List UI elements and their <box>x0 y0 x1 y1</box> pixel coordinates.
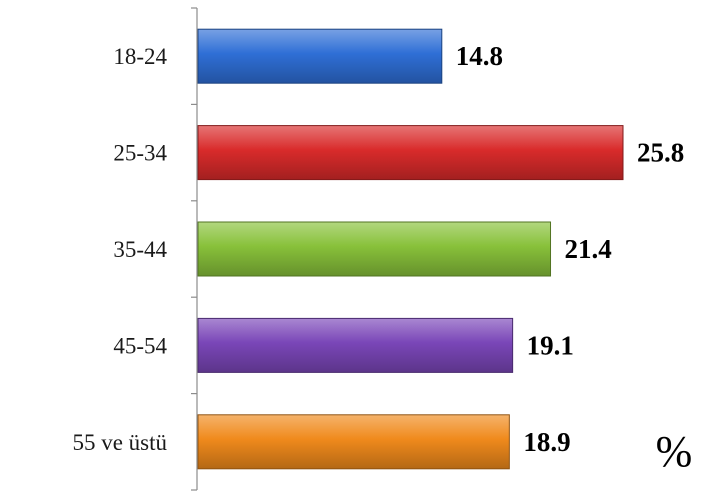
bar-2 <box>197 125 624 181</box>
value-label: 18.9 <box>523 427 570 457</box>
category-label: 45-54 <box>113 333 167 358</box>
bar-1 <box>197 28 443 84</box>
category-label: 35-44 <box>113 237 167 262</box>
bar-4 <box>197 317 514 373</box>
value-label: 19.1 <box>527 330 574 360</box>
unit-label: % <box>656 427 693 476</box>
category-label: 55 ve üstü <box>72 430 167 455</box>
value-label: 21.4 <box>565 234 612 264</box>
value-label: 25.8 <box>637 138 684 168</box>
category-label: 18-24 <box>113 44 167 69</box>
category-label: 25-34 <box>113 141 167 166</box>
bar-5 <box>197 414 510 470</box>
value-label: 14.8 <box>456 41 503 71</box>
bar-3 <box>197 221 552 277</box>
